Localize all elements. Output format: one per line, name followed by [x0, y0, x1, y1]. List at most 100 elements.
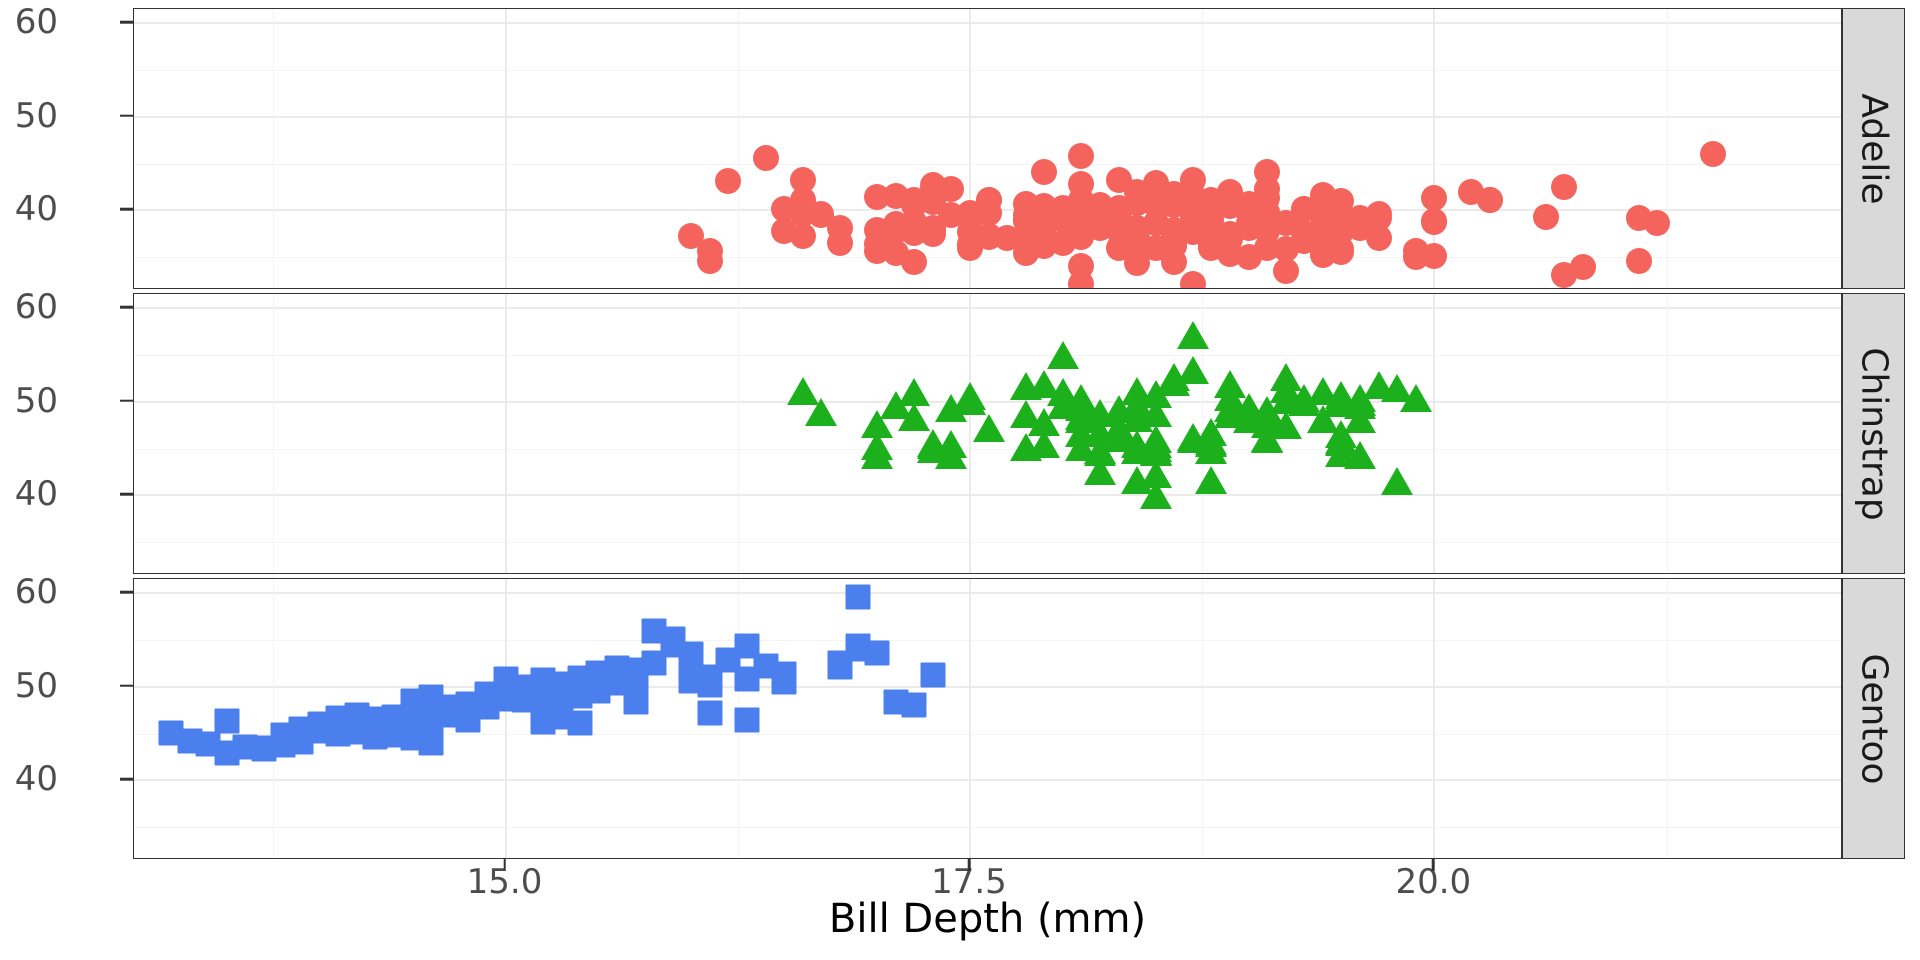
data-point: [232, 734, 258, 760]
data-point: [1086, 191, 1113, 218]
data-point: [1198, 234, 1225, 261]
data-point: [177, 728, 203, 754]
x-tick-mark: [503, 858, 506, 871]
facet-strip-label: Adelie: [1853, 92, 1894, 205]
data-point: [1381, 374, 1414, 403]
data-point: [1086, 215, 1113, 242]
data-point: [919, 220, 946, 247]
data-point: [883, 689, 909, 715]
facet-strip-label: Gentoo: [1853, 652, 1894, 785]
data-point: [975, 223, 1002, 250]
data-point: [1195, 428, 1228, 457]
y-tick-mark: [120, 399, 133, 402]
data-point: [678, 668, 704, 694]
data-point: [1291, 195, 1318, 222]
data-point: [1402, 237, 1429, 264]
data-point: [1477, 187, 1504, 214]
data-point: [567, 710, 593, 736]
gridline-minor-horizontal: [134, 448, 1841, 450]
data-point: [1046, 341, 1079, 370]
data-point: [1269, 375, 1302, 404]
data-point: [1158, 367, 1191, 396]
data-point: [972, 413, 1005, 442]
gridline-minor-vertical: [273, 294, 275, 573]
data-point: [1251, 401, 1284, 430]
gridline-minor-vertical: [737, 9, 739, 288]
data-point: [1699, 141, 1726, 168]
data-point: [1381, 466, 1414, 495]
facet-panel-chinstrap: [133, 293, 1842, 574]
data-point: [1532, 203, 1559, 230]
gridline-major-vertical: [968, 579, 971, 858]
data-point: [1421, 185, 1448, 212]
facet-strip-chinstrap: Chinstrap: [1842, 293, 1905, 574]
data-point: [1009, 372, 1042, 401]
y-tick-mark: [120, 305, 133, 309]
data-point: [1012, 206, 1039, 233]
data-point: [771, 661, 797, 687]
gridline-minor-horizontal: [134, 542, 1841, 544]
data-point: [660, 632, 686, 658]
data-point: [1328, 238, 1355, 265]
x-tick-mark: [967, 858, 971, 871]
data-point: [1031, 158, 1058, 185]
gridline-minor-vertical: [273, 9, 275, 288]
y-tick-label: 50: [14, 665, 58, 706]
gridline-major-horizontal: [134, 400, 1841, 403]
facet-panel-adelie: [133, 8, 1842, 289]
data-point: [1179, 271, 1206, 288]
data-point: [1179, 183, 1206, 210]
data-point: [956, 200, 983, 227]
y-tick-mark: [120, 493, 133, 496]
data-point: [288, 729, 314, 755]
data-point: [1216, 178, 1243, 205]
data-point: [1065, 393, 1098, 421]
y-tick-mark: [120, 114, 133, 117]
data-point: [1161, 222, 1188, 249]
data-point: [1028, 407, 1061, 436]
gridline-minor-horizontal: [134, 69, 1841, 71]
y-tick-label: 40: [14, 759, 58, 800]
gridline-major-vertical: [1433, 579, 1436, 858]
gridline-minor-horizontal: [134, 354, 1841, 356]
facet-strip-label: Chinstrap: [1853, 346, 1894, 521]
data-point: [1068, 271, 1095, 288]
data-point: [826, 215, 853, 242]
facet-strip-adelie: Adelie: [1842, 8, 1905, 289]
data-point: [845, 584, 871, 610]
data-point: [879, 391, 912, 420]
data-point: [1272, 258, 1299, 285]
data-point: [882, 211, 909, 238]
data-point: [1625, 247, 1652, 274]
gridline-minor-vertical: [1202, 9, 1204, 288]
gridline-minor-vertical: [737, 294, 739, 573]
gridline-minor-vertical: [1666, 579, 1668, 858]
data-point: [935, 430, 968, 459]
y-tick-mark: [120, 684, 133, 687]
gridline-major-horizontal: [134, 592, 1841, 595]
data-point: [1105, 167, 1132, 194]
y-tick-label: 60: [14, 287, 58, 328]
data-point: [1198, 206, 1225, 233]
data-point: [493, 672, 519, 698]
data-point: [696, 247, 723, 274]
y-tick-label: 50: [14, 380, 58, 421]
gridline-major-vertical: [968, 294, 971, 573]
data-point: [827, 650, 853, 676]
data-point: [418, 729, 444, 755]
data-point: [1254, 158, 1281, 185]
data-point: [1254, 234, 1281, 261]
gridline-major-horizontal: [134, 779, 1841, 782]
data-point: [938, 175, 965, 202]
data-point: [1421, 207, 1448, 234]
data-point: [1139, 398, 1172, 427]
gridline-minor-vertical: [1666, 294, 1668, 573]
data-point: [623, 677, 649, 703]
data-point: [1176, 320, 1209, 349]
gridline-major-horizontal: [134, 494, 1841, 497]
data-point: [752, 144, 779, 171]
data-point: [1068, 143, 1095, 170]
data-point: [1031, 232, 1058, 259]
gridline-minor-vertical: [1666, 9, 1668, 288]
data-point: [935, 393, 968, 422]
